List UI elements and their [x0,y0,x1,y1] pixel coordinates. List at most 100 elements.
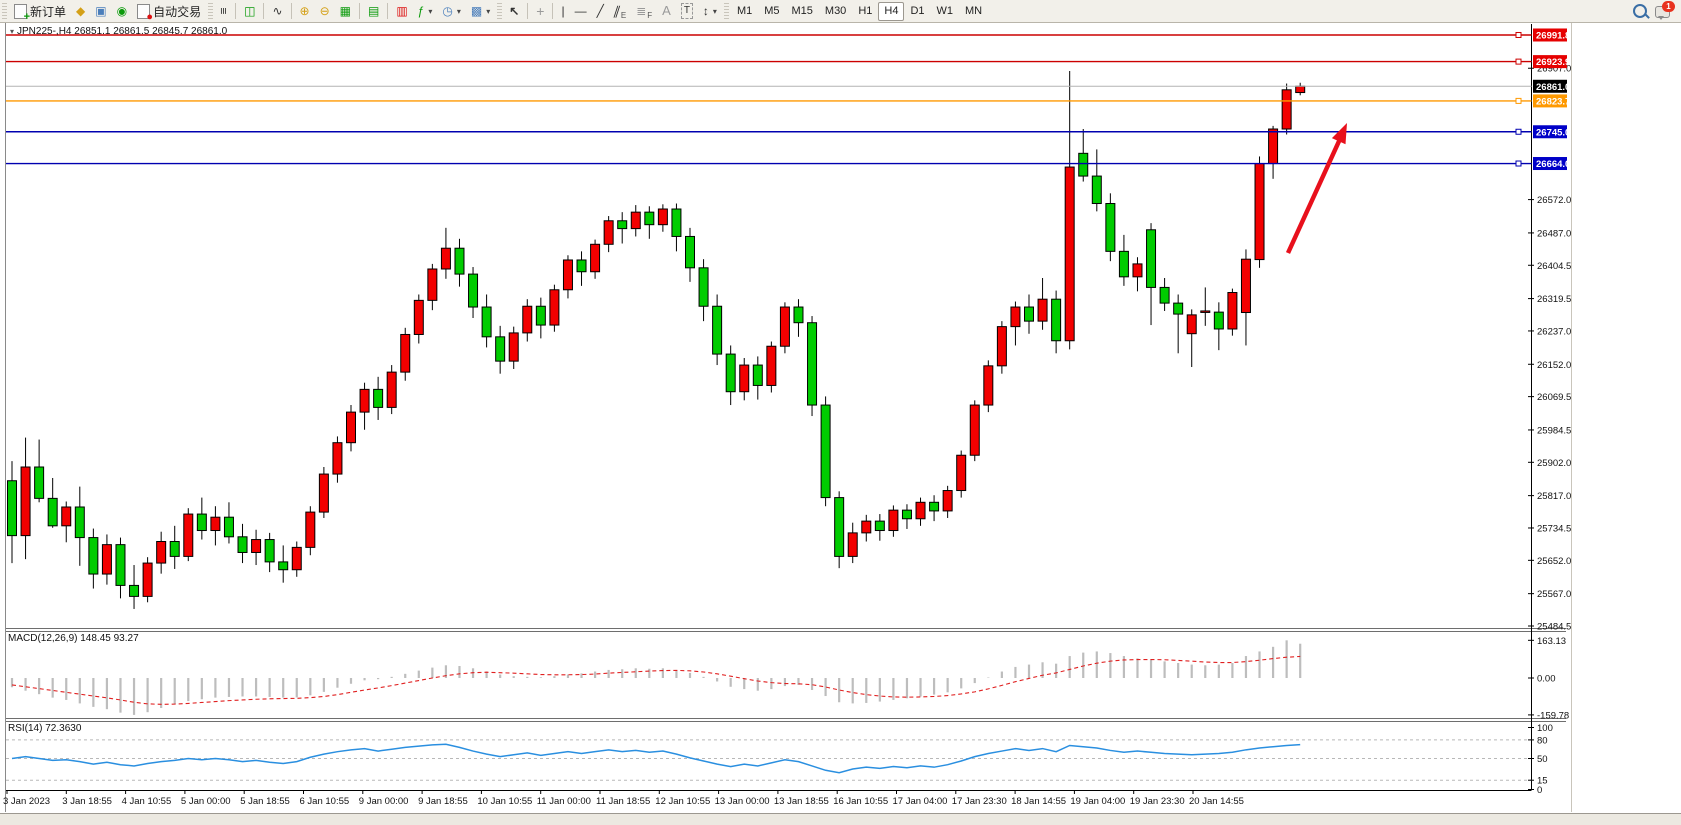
templates-button[interactable]: ▩ ▾ [466,2,495,21]
chat-icon[interactable]: 1 [1655,1,1675,20]
time-axis-label: 16 Jan 10:55 [833,796,888,807]
candle [1173,302,1184,315]
level-26823.7-badge [1533,94,1567,108]
candle [495,336,506,362]
timeframe-button-D1[interactable]: D1 [904,2,930,21]
timeframe-button-H1[interactable]: H1 [852,2,878,21]
candle [1064,166,1075,342]
price-axis-tick-label: 26152.0 [1537,360,1571,371]
arrows-tool-button[interactable]: ↕ ▾ [698,2,722,21]
data-window-button[interactable]: ◆ [71,2,90,21]
toolbar-grip[interactable] [208,3,214,19]
timeframe-button-M30[interactable]: M30 [819,2,852,21]
candle [956,454,967,492]
channel-sub-label: E [620,10,627,20]
vertical-line-icon: | [561,4,565,18]
fibonacci-icon: ≣ [636,4,647,18]
candle [861,520,872,534]
toolbar-grip[interactable] [723,3,729,19]
chart-title-text: JPN225-,H4 26851.1 26861.5 26845.7 26861… [17,26,228,37]
vertical-line-tool-button[interactable]: | [556,2,569,21]
horizontal-line-icon: — [574,4,587,18]
candle [196,513,207,532]
time-axis-label: 4 Jan 10:55 [122,796,172,807]
bar-chart-button[interactable]: ≡ [215,2,232,21]
candle [373,388,384,408]
timeframe-button-M1[interactable]: M1 [731,2,758,21]
fibonacci-tool-button[interactable]: ≣ F [631,2,657,21]
cursor-icon: ↖ [509,4,520,18]
level-26923.9-badge-label: 26923.9 [1536,57,1570,68]
terminal-button[interactable]: ▣ [90,2,111,21]
candle [210,516,221,532]
chart-menu-icon[interactable]: ▾ [10,27,15,36]
toolbar-grip[interactable] [497,3,503,19]
trendline-icon: ╱ [596,4,604,18]
candle [346,411,356,444]
text-label-icon: T [680,3,693,19]
candle [562,259,573,291]
toolbar-grip[interactable] [2,3,7,19]
auto-trading-button[interactable]: ● 自动交易 [132,2,206,22]
candle [874,520,885,532]
level-handle[interactable] [1515,97,1522,104]
candle [766,345,777,386]
price-axis-tick-label: 25484.5 [1537,622,1571,633]
text-tool-button[interactable]: A [657,2,676,21]
annotation-arrow[interactable] [1285,138,1343,254]
annotation-arrow-head[interactable] [1331,123,1347,145]
price-axis-tick-label: 25567.0 [1537,589,1571,600]
tile-windows-button[interactable]: ▦ [335,2,356,21]
candle [1118,250,1129,278]
trendline-tool-button[interactable]: ╱ [592,2,609,21]
arrange-charts-button[interactable]: ▤ [363,2,384,21]
candle [61,506,72,527]
line-chart-button[interactable]: ∿ [267,2,287,21]
timeframe-button-H4[interactable]: H4 [878,1,905,21]
candle [603,220,614,245]
candle [983,365,994,406]
timeframe-button-M5[interactable]: M5 [758,2,785,21]
time-axis-label: 19 Jan 04:00 [1070,796,1125,807]
candle [156,541,167,564]
time-axis-label: 3 Jan 18:55 [62,796,112,807]
candle [251,539,262,553]
level-handle[interactable] [1515,31,1522,38]
candle [7,480,17,537]
indicators-button[interactable]: ƒ ▾ [413,2,438,21]
level-handle[interactable] [1515,128,1522,135]
horizontal-line-tool-button[interactable]: — [570,2,592,21]
candle [47,497,58,527]
candle [522,305,533,334]
cursor-tool-button[interactable]: ↖ [504,2,524,21]
signal-icon: ◉ [116,4,128,18]
periods-button[interactable]: ◷ ▾ [437,2,466,21]
cascade-charts-button[interactable]: ▥ [391,2,412,21]
level-handle[interactable] [1515,160,1522,167]
text-label-tool-button[interactable]: T [676,2,698,21]
candlestick-chart-button[interactable]: ◫ [239,2,260,21]
candle [1268,128,1279,165]
candle [929,501,940,512]
timeframe-button-W1[interactable]: W1 [931,2,960,21]
strategy-tester-button[interactable]: ◉ [112,2,132,21]
macd-signal-line [11,655,1301,705]
candle [1254,163,1265,261]
candle [698,267,709,307]
search-icon[interactable] [1633,4,1647,18]
clock-icon: ◷ [442,4,453,18]
new-order-button[interactable]: + 新订单 [9,2,71,22]
level-handle[interactable] [1515,58,1522,65]
timeframe-button-MN[interactable]: MN [959,2,988,21]
timeframe-button-M15[interactable]: M15 [786,2,819,21]
candle [549,289,560,326]
time-axis-label: 6 Jan 10:55 [300,796,350,807]
crosshair-tool-button[interactable]: + [531,2,549,21]
candle [969,404,980,456]
zoom-out-button[interactable]: ⊖ [315,2,335,21]
candle [779,306,790,347]
zoom-in-button[interactable]: ⊕ [295,2,315,21]
channel-tool-button[interactable]: ∥ E [609,2,631,21]
price-axis-tick-label: 26404.5 [1537,261,1571,272]
